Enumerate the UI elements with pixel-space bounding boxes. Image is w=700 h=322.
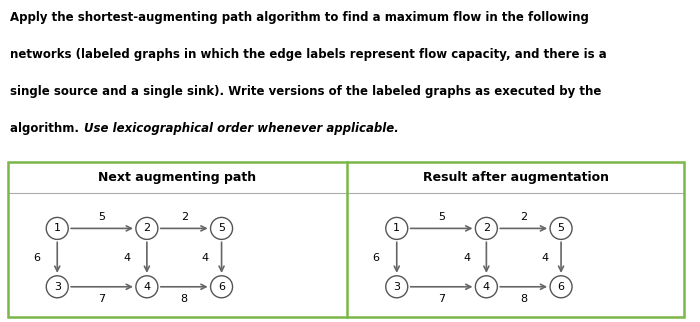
Text: 6: 6 <box>372 252 379 263</box>
Text: Next augmenting path: Next augmenting path <box>98 171 256 184</box>
Ellipse shape <box>386 276 407 298</box>
Text: 4: 4 <box>483 282 490 292</box>
Text: 3: 3 <box>393 282 400 292</box>
Text: 6: 6 <box>558 282 565 292</box>
Text: 1: 1 <box>393 223 400 233</box>
Text: single source and a single sink). Write versions of the labeled graphs as execut: single source and a single sink). Write … <box>10 85 602 98</box>
Text: 2: 2 <box>181 212 188 222</box>
Ellipse shape <box>475 276 498 298</box>
Text: 4: 4 <box>144 282 150 292</box>
Text: 1: 1 <box>54 223 61 233</box>
Text: 5: 5 <box>438 212 445 222</box>
Text: 8: 8 <box>181 294 188 304</box>
Text: Result after augmentation: Result after augmentation <box>424 171 609 184</box>
Text: 5: 5 <box>218 223 225 233</box>
Text: algorithm.: algorithm. <box>10 122 83 135</box>
Ellipse shape <box>550 217 572 239</box>
Text: 4: 4 <box>541 252 548 263</box>
Text: 2: 2 <box>520 212 527 222</box>
Ellipse shape <box>211 276 232 298</box>
Ellipse shape <box>211 217 232 239</box>
Text: Use lexicographical order whenever applicable.: Use lexicographical order whenever appli… <box>83 122 398 135</box>
Ellipse shape <box>136 217 158 239</box>
Text: 2: 2 <box>483 223 490 233</box>
Text: 3: 3 <box>54 282 61 292</box>
Text: 6: 6 <box>33 252 40 263</box>
Ellipse shape <box>46 276 68 298</box>
Text: 7: 7 <box>438 294 445 304</box>
Text: 7: 7 <box>99 294 106 304</box>
Text: 6: 6 <box>218 282 225 292</box>
Text: Apply the shortest-augmenting path algorithm to find a maximum flow in the follo: Apply the shortest-augmenting path algor… <box>10 11 589 24</box>
Ellipse shape <box>550 276 572 298</box>
Text: 8: 8 <box>520 294 527 304</box>
Text: 2: 2 <box>144 223 150 233</box>
Text: networks (labeled graphs in which the edge labels represent flow capacity, and t: networks (labeled graphs in which the ed… <box>10 48 607 61</box>
Text: 5: 5 <box>99 212 106 222</box>
Text: 4: 4 <box>463 252 470 263</box>
Text: 4: 4 <box>124 252 131 263</box>
Ellipse shape <box>46 217 68 239</box>
Text: 5: 5 <box>558 223 565 233</box>
Ellipse shape <box>136 276 158 298</box>
Ellipse shape <box>475 217 498 239</box>
Text: 4: 4 <box>202 252 209 263</box>
Ellipse shape <box>386 217 407 239</box>
